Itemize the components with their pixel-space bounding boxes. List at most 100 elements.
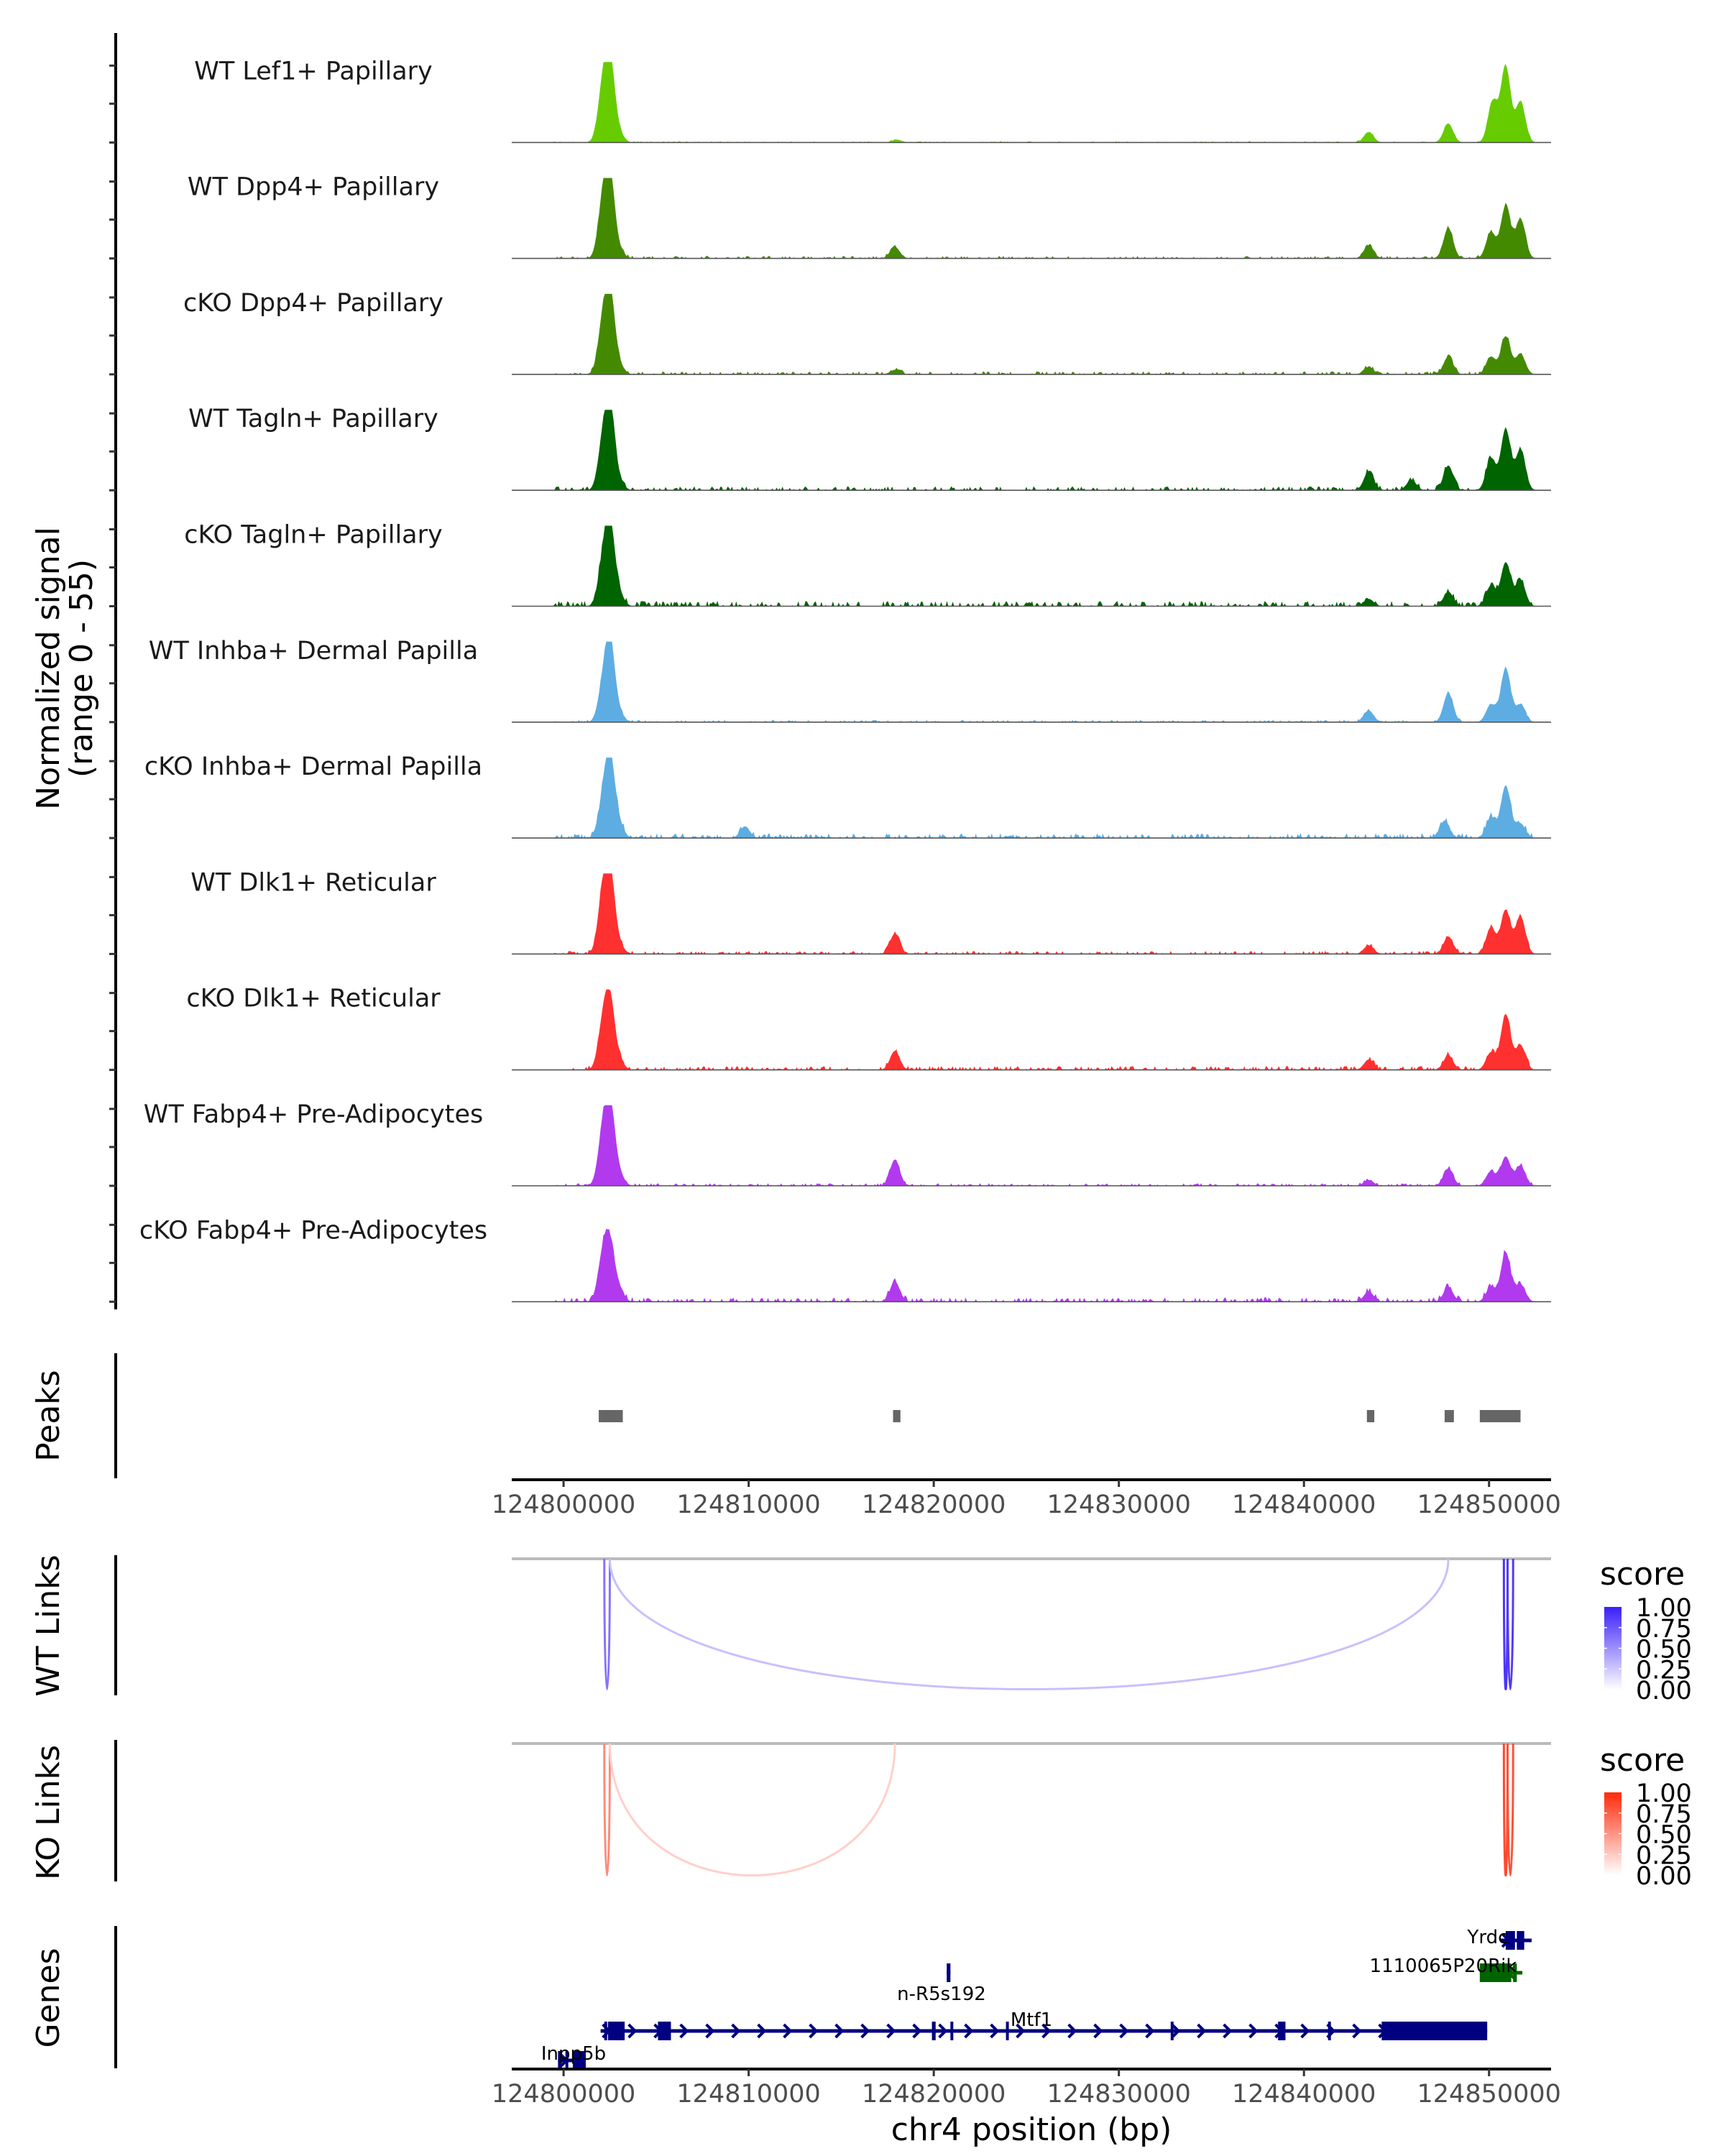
gene-exon <box>1006 2022 1009 2040</box>
coverage-track: cKO Inhba+ Dermal Papilla <box>144 752 1551 839</box>
gene-exon <box>604 2022 607 2040</box>
coverage-track: cKO Dpp4+ Papillary <box>183 289 1551 375</box>
strand-chevron <box>886 2023 896 2039</box>
x-axis-tick-label: 124800000 <box>492 2080 635 2109</box>
gene-model: Inpp5b <box>541 2043 606 2070</box>
strand-chevron <box>1093 2023 1103 2039</box>
coverage-track-label: cKO Tagln+ Papillary <box>184 521 443 550</box>
coverage-signal-area <box>512 525 1551 607</box>
coverage-track-label: WT Lef1+ Papillary <box>194 57 433 86</box>
strand-chevron <box>990 2023 1000 2039</box>
strand-chevron <box>1171 2023 1181 2039</box>
link-arc <box>1506 1743 1514 1876</box>
strand-chevron <box>1197 2023 1207 2039</box>
strand-chevron <box>627 2023 638 2039</box>
coverage-track: WT Tagln+ Papillary <box>188 405 1551 492</box>
strand-chevron <box>679 2023 689 2039</box>
x-axis-title: chr4 position (bp) <box>891 2111 1172 2148</box>
strand-chevron <box>1352 2023 1362 2039</box>
coverage-signal-area <box>512 1105 1551 1186</box>
gene-exon <box>1513 1963 1517 1982</box>
gene-model: Yrdc <box>1467 1927 1532 1950</box>
coverage-track-label: cKO Dlk1+ Reticular <box>186 985 441 1013</box>
ko-links-track-label: KO Links <box>30 1745 67 1880</box>
strand-chevron <box>1145 2023 1155 2039</box>
coverage-track: WT Lef1+ Papillary <box>194 57 1551 144</box>
coverage-track: cKO Tagln+ Papillary <box>184 521 1551 607</box>
legend-tick-label: 0.00 <box>1636 1862 1692 1891</box>
coverage-signal-area <box>512 410 1551 491</box>
coverage-signal-area <box>512 641 1551 722</box>
wt-legend-title: score <box>1600 1556 1685 1593</box>
peak-region <box>599 1410 623 1422</box>
link-arc <box>603 1743 611 1876</box>
x-axis-tick-label: 124820000 <box>862 2080 1006 2109</box>
gene-exon <box>658 2022 671 2040</box>
gene-label: 1110065P20Rik <box>1370 1955 1517 1977</box>
coverage-signal-area <box>512 1228 1551 1302</box>
strand-chevron <box>809 2023 819 2039</box>
link-arc <box>1506 1558 1514 1690</box>
gene-exon <box>572 2051 586 2070</box>
coverage-signal-area <box>512 873 1551 954</box>
coverage-track: WT Dpp4+ Papillary <box>188 173 1551 259</box>
wt-score-legend: score 1.000.750.500.250.00 <box>1600 1556 1692 1705</box>
strand-chevron <box>912 2023 922 2039</box>
gene-exon <box>558 2051 561 2070</box>
gene-label: n-R5s192 <box>897 1984 986 2005</box>
x-axis-tick-label: 124850000 <box>1417 2080 1561 2109</box>
x-axis-tick-label: 124840000 <box>1232 1491 1376 1519</box>
gene-exon <box>1328 2022 1331 2040</box>
x-axis-tick-label: 124800000 <box>492 1491 635 1519</box>
legend-tick-label: 0.25 <box>1636 1656 1692 1685</box>
gene-exon <box>1170 2022 1174 2040</box>
strand-chevron <box>834 2023 845 2039</box>
coverage-track-label: cKO Fabp4+ Pre-Adipocytes <box>139 1216 487 1245</box>
legend-tick-label: 0.25 <box>1636 1841 1692 1870</box>
strand-chevron <box>757 2023 767 2039</box>
legend-tick-label: 0.75 <box>1636 1800 1692 1829</box>
genes-panel: Inpp5b Mtf1 n-R5s192 1110065P20Rik Yrdc <box>114 1926 1532 2070</box>
coverage-track-label: WT Tagln+ Papillary <box>188 405 438 433</box>
x-axis-tick-label: 124840000 <box>1232 2080 1376 2109</box>
gene-model: Mtf1 <box>600 2009 1488 2040</box>
peaks-panel <box>114 1353 1521 1478</box>
coverage-signal-area <box>512 62 1551 143</box>
gene-exon <box>1517 1931 1524 1950</box>
gene-exon <box>947 1963 951 1982</box>
coverage-track-label: WT Dpp4+ Papillary <box>188 173 439 202</box>
strand-chevron <box>1223 2023 1233 2039</box>
wt-links-panel <box>114 1555 1551 1695</box>
peak-region <box>893 1410 901 1422</box>
wt-links-track-label: WT Links <box>30 1554 67 1696</box>
strand-chevron <box>705 2023 715 2039</box>
strand-chevron <box>1248 2023 1259 2039</box>
ko-legend-title: score <box>1600 1742 1685 1779</box>
strand-chevron <box>731 2023 741 2039</box>
peak-region <box>1479 1410 1521 1422</box>
legend-tick-label: 0.50 <box>1636 1636 1692 1664</box>
legend-tick-label: 0.00 <box>1636 1677 1692 1705</box>
x-axis-tick-label: 124830000 <box>1046 1491 1190 1519</box>
ko-score-legend: score 1.000.750.500.250.00 <box>1600 1742 1692 1891</box>
strand-chevron <box>938 2023 948 2039</box>
coverage-track-label: WT Dlk1+ Reticular <box>190 868 436 897</box>
gene-model: 1110065P20Rik <box>1370 1955 1523 1982</box>
link-arc <box>603 1558 611 1690</box>
coverage-track-label: cKO Dpp4+ Papillary <box>183 289 443 318</box>
x-axis-tick-label: 124850000 <box>1417 1491 1561 1519</box>
strand-chevron <box>1067 2023 1077 2039</box>
peak-region <box>1366 1410 1375 1422</box>
gene-label: Mtf1 <box>1011 2009 1052 2031</box>
coverage-track: WT Inhba+ Dermal Papilla <box>149 637 1551 723</box>
legend-tick-label: 0.50 <box>1636 1821 1692 1850</box>
gene-exon <box>950 2022 954 2040</box>
gene-exon <box>1505 1931 1515 1950</box>
x-axis-tick-label: 124820000 <box>862 1491 1006 1519</box>
strand-chevron <box>1016 2023 1026 2039</box>
gene-exon <box>1381 2022 1488 2040</box>
coverage-signal-area <box>512 293 1551 374</box>
coverage-track-label: WT Inhba+ Dermal Papilla <box>149 637 478 665</box>
x-axis-bottom: 124800000 124810000 124820000 124830000 1248… <box>492 2068 1561 2109</box>
